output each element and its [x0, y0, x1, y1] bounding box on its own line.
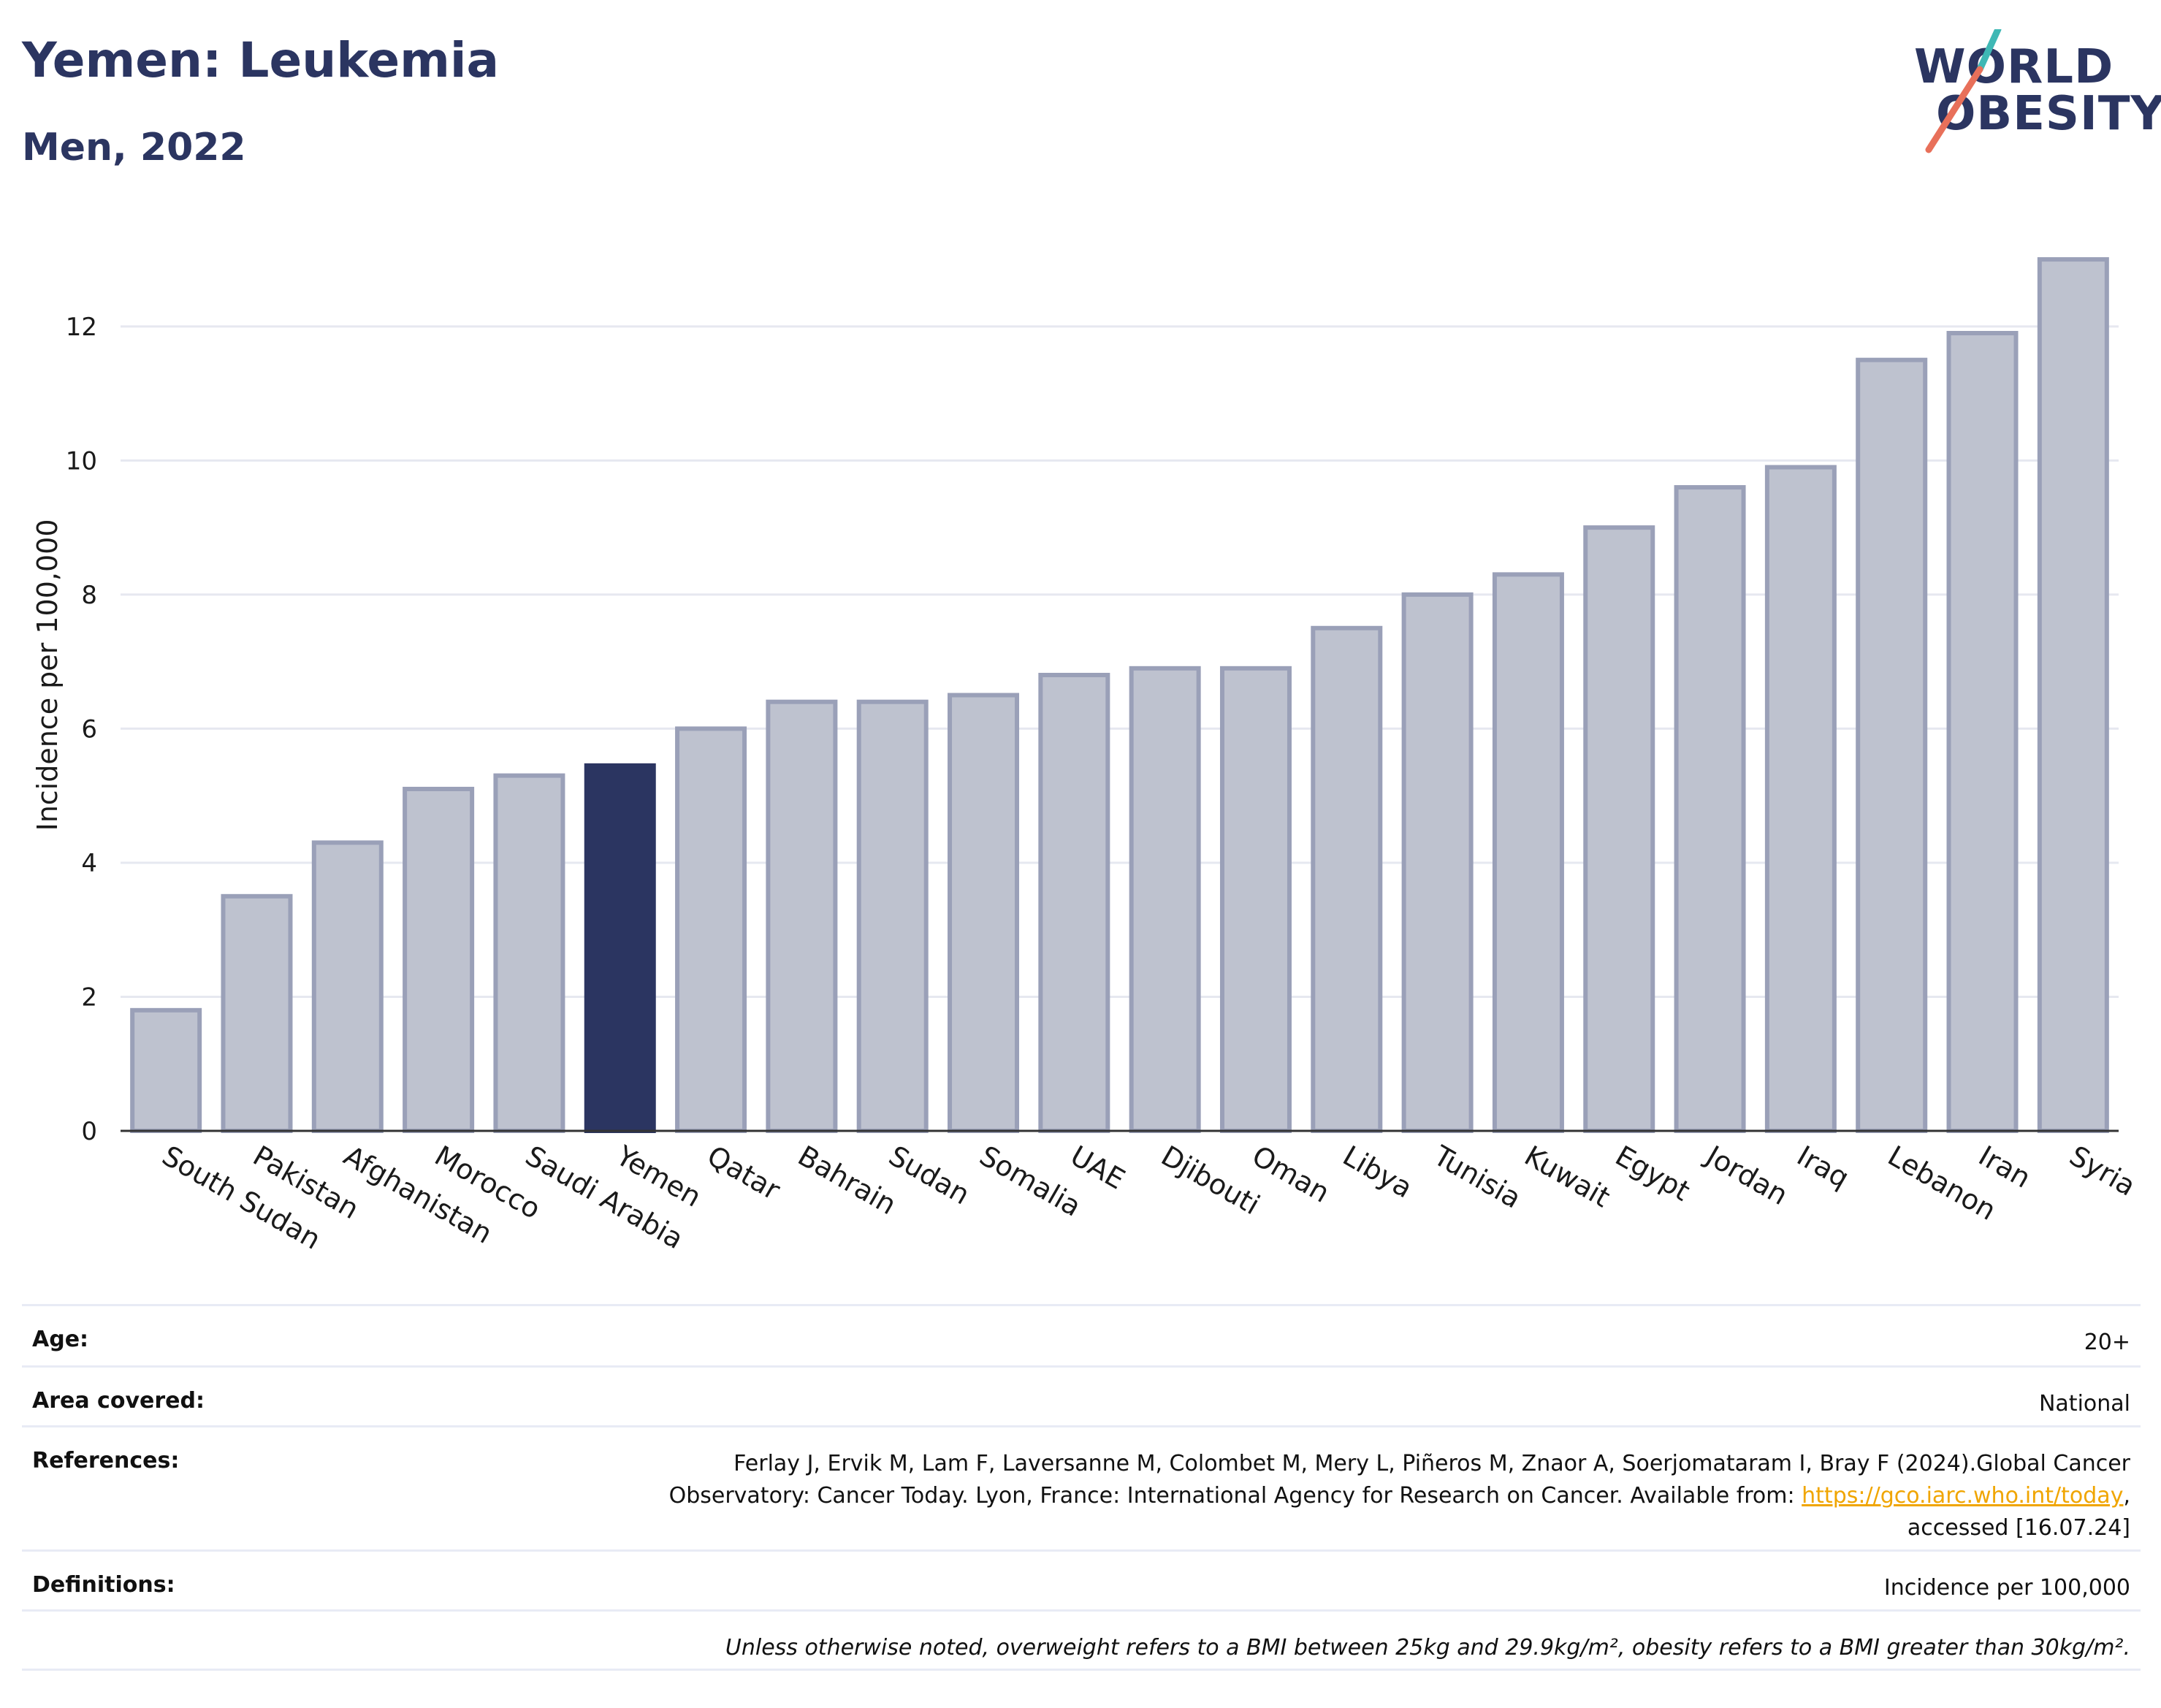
bar-jordan	[1674, 485, 1746, 1133]
bar-qatar	[675, 726, 747, 1133]
references-line-3: accessed [16.07.24]	[1907, 1515, 2130, 1541]
bar-syria	[2037, 257, 2109, 1133]
x-tick-label: Somalia	[975, 1140, 1087, 1223]
x-tick-label: Iraq	[1791, 1140, 1854, 1194]
x-tick-label: Tunisia	[1428, 1139, 1526, 1215]
y-tick-label: 2	[81, 983, 97, 1012]
metadata-table: Age: 20+ Area covered: National Referenc…	[22, 1304, 2141, 1671]
x-tick-label: Syria	[2064, 1140, 2141, 1202]
references-link[interactable]: https://gco.iarc.who.int/today	[1802, 1483, 2124, 1509]
bar-afghanistan	[311, 840, 384, 1133]
chart-subtitle: Men, 2022	[22, 126, 246, 169]
references-line-2: Observatory: Cancer Today. Lyon, France:…	[668, 1483, 1802, 1509]
x-tick-label: Jordan	[1699, 1139, 1793, 1212]
logo-word-obesity: OBESITY	[1936, 87, 2161, 141]
y-tick-label: 6	[81, 714, 97, 744]
y-tick-label: 4	[81, 849, 97, 878]
age-value: 20+	[2084, 1330, 2130, 1355]
logo-slash-icon	[1925, 29, 2002, 153]
logo-word-world: WORLD	[1914, 40, 2114, 94]
y-tick-label: 12	[66, 313, 97, 342]
meta-row-definitions: Definitions: Incidence per 100,000	[22, 1549, 2141, 1609]
bar-pakistan	[221, 893, 293, 1133]
bar-libya	[1311, 625, 1383, 1133]
age-label: Age:	[32, 1327, 89, 1352]
bar-djibouti	[1129, 666, 1201, 1133]
y-tick-label: 8	[81, 581, 97, 610]
meta-row-note: Unless otherwise noted, overweight refer…	[22, 1609, 2141, 1671]
bar-morocco	[403, 787, 475, 1133]
bar-yemen	[584, 763, 656, 1133]
x-tick-label: UAE	[1065, 1140, 1130, 1196]
y-tick-label: 10	[66, 446, 97, 476]
bar-tunisia	[1401, 592, 1474, 1133]
area-label: Area covered:	[32, 1388, 205, 1414]
x-tick-label: Kuwait	[1519, 1140, 1615, 1214]
chart-title: Yemen: Leukemia	[22, 32, 500, 88]
bar-kuwait	[1492, 572, 1564, 1133]
x-tick-label: Libya	[1338, 1140, 1418, 1205]
definitions-value: Incidence per 100,000	[1883, 1575, 2130, 1601]
meta-row-area: Area covered: National	[22, 1365, 2141, 1425]
y-tick-label: 0	[81, 1117, 97, 1146]
references-value: Ferlay J, Ervik M, Lam F, Laversanne M, …	[669, 1427, 2130, 1544]
bar-south-sudan	[130, 1007, 202, 1133]
x-tick-label: Iran	[1973, 1140, 2036, 1194]
x-tick-label: Bahrain	[793, 1140, 902, 1221]
meta-row-references: References: Ferlay J, Ervik M, Lam F, La…	[22, 1425, 2141, 1549]
x-tick-label: Djibouti	[1156, 1140, 1265, 1221]
references-comma: ,	[2123, 1483, 2130, 1509]
bar-oman	[1219, 666, 1292, 1133]
bar-sudan	[856, 699, 929, 1133]
bar-saudi-arabia	[493, 773, 565, 1134]
x-tick-label: Qatar	[702, 1140, 786, 1207]
bar-bahrain	[766, 699, 838, 1133]
bar-lebanon	[1856, 357, 1928, 1133]
y-axis-title: Incidence per 100,000	[31, 519, 64, 831]
bar-uae	[1038, 673, 1110, 1133]
definitions-label: Definitions:	[32, 1572, 175, 1598]
x-tick-label: Egypt	[1610, 1140, 1696, 1208]
bar-somalia	[948, 693, 1020, 1133]
bar-egypt	[1583, 525, 1655, 1133]
world-obesity-logo: WORLD OBESITY	[1907, 29, 2161, 161]
obesity-definition-note: Unless otherwise noted, overweight refer…	[725, 1635, 2130, 1661]
meta-row-age: Age: 20+	[22, 1304, 2141, 1365]
references-line-1: Ferlay J, Ervik M, Lam F, Laversanne M, …	[733, 1451, 2130, 1476]
references-label: References:	[32, 1448, 180, 1473]
bar-iran	[1946, 331, 2019, 1133]
bar-iraq	[1764, 465, 1837, 1133]
area-value: National	[2038, 1391, 2130, 1417]
